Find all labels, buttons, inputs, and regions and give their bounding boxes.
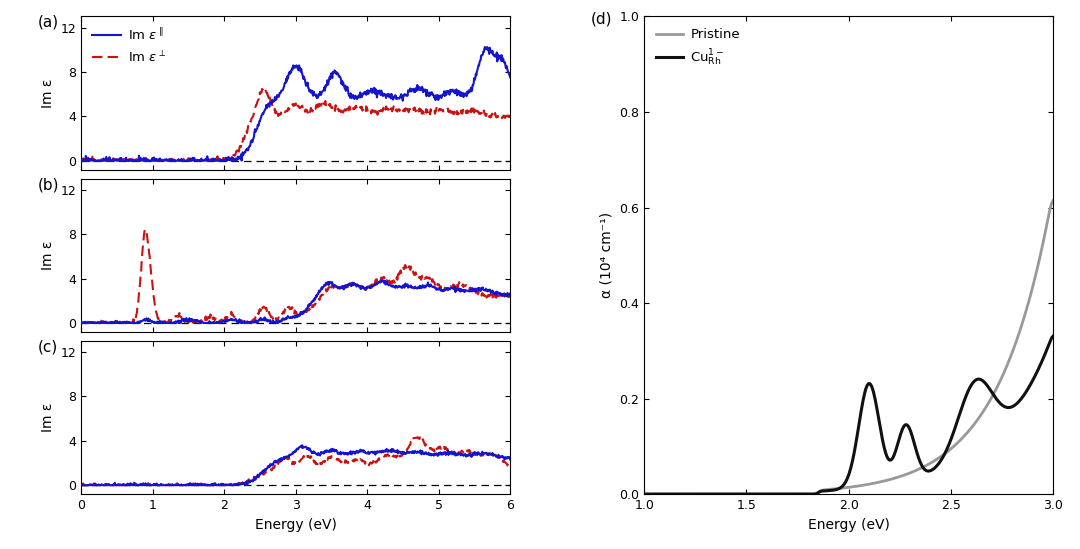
Text: (b): (b) bbox=[38, 177, 59, 192]
X-axis label: Energy (eV): Energy (eV) bbox=[255, 518, 337, 531]
Legend: Im $\varepsilon^{\parallel}$, Im $\varepsilon^{\perp}$: Im $\varepsilon^{\parallel}$, Im $\varep… bbox=[87, 23, 171, 69]
Y-axis label: Im ε: Im ε bbox=[41, 240, 55, 270]
Text: (d): (d) bbox=[591, 12, 612, 27]
X-axis label: Energy (eV): Energy (eV) bbox=[808, 518, 890, 531]
Y-axis label: α (10⁴ cm⁻¹): α (10⁴ cm⁻¹) bbox=[599, 212, 613, 298]
Y-axis label: Im ε: Im ε bbox=[41, 403, 55, 432]
Legend: Pristine, Cu$^{1-}_{\rm Rh}$: Pristine, Cu$^{1-}_{\rm Rh}$ bbox=[651, 23, 745, 74]
Text: (c): (c) bbox=[38, 339, 58, 355]
Text: (a): (a) bbox=[38, 15, 59, 30]
Y-axis label: Im ε: Im ε bbox=[41, 79, 55, 108]
